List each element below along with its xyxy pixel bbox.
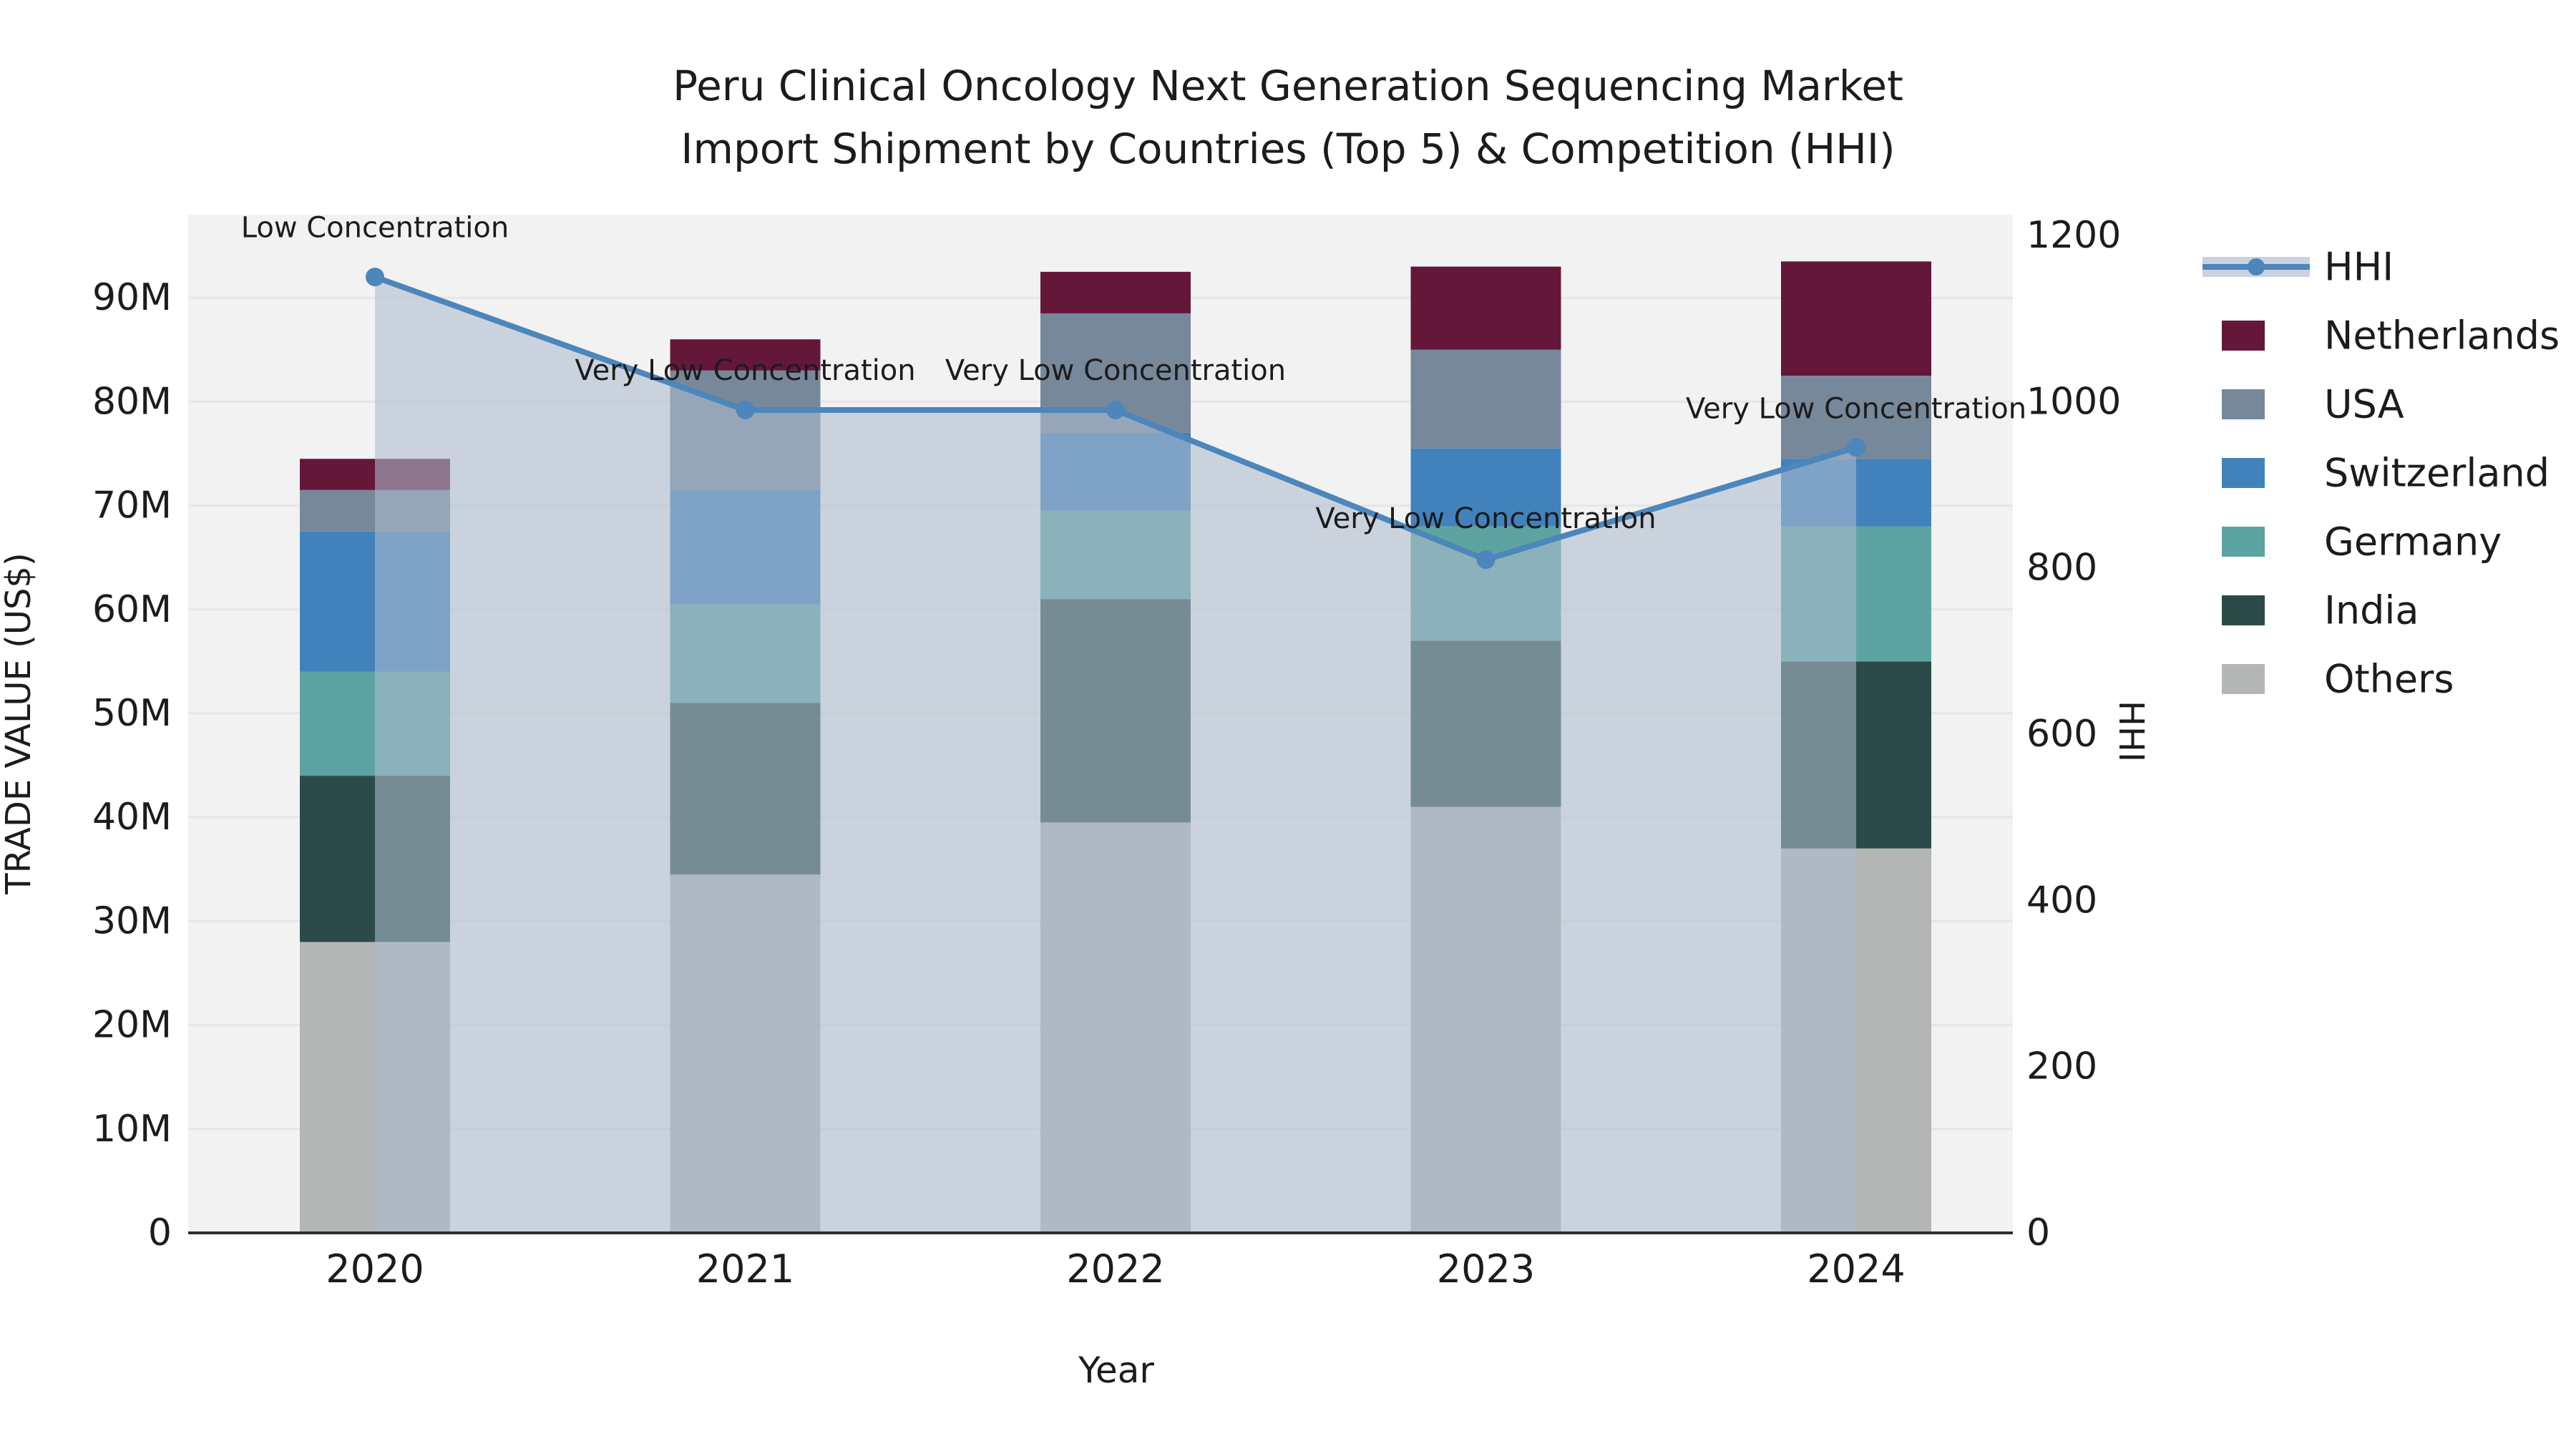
legend-swatch-others	[2222, 664, 2265, 694]
annotation-2024: Very Low Concentration	[1686, 393, 2026, 426]
bar-segment-switzerland-2023	[1410, 448, 1561, 527]
y-right-tick-label: 1000	[2026, 380, 2121, 423]
x-tick-label-2020: 2020	[326, 1246, 424, 1292]
bar-segment-netherlands-2023	[1410, 266, 1561, 350]
legend-label-others: Others	[2324, 657, 2454, 702]
legend-swatch-india	[2222, 595, 2265, 625]
x-tick-label-2024: 2024	[1807, 1246, 1905, 1292]
y-left-tick-label: 70M	[92, 484, 172, 527]
y-left-tick-label: 10M	[92, 1108, 172, 1151]
hhi-marker-2022	[1106, 400, 1125, 419]
legend-label-germany: Germany	[2324, 519, 2502, 565]
y-left-tick-label: 20M	[92, 1004, 172, 1047]
bar-segment-netherlands-2021	[670, 339, 821, 371]
annotation-2021: Very Low Concentration	[575, 354, 915, 387]
legend-label-usa: USA	[2324, 382, 2404, 427]
hhi-marker-2021	[736, 400, 755, 419]
y-left-axis-title: TRADE VALUE (US$)	[0, 552, 39, 894]
y-left-tick-label: 50M	[92, 692, 172, 735]
y-left-tick-label: 90M	[92, 276, 172, 319]
legend-label-hhi: HHI	[2324, 245, 2394, 290]
y-right-tick-label: 1200	[2026, 214, 2121, 257]
y-left-tick-label: 30M	[92, 899, 172, 942]
legend-hhi-marker-sample	[2248, 258, 2265, 275]
hhi-area-fill	[375, 277, 1856, 1233]
annotation-2022: Very Low Concentration	[945, 354, 1286, 387]
hhi-marker-2020	[366, 268, 384, 287]
legend-swatch-switzerland	[2222, 458, 2265, 488]
legend-swatch-usa	[2222, 389, 2265, 419]
y-right-axis-title: HHI	[2111, 701, 2151, 762]
y-right-tick-label: 400	[2026, 879, 2097, 922]
annotation-2023: Very Low Concentration	[1315, 502, 1656, 535]
y-left-tick-label: 0	[148, 1211, 172, 1254]
y-left-tick-label: 40M	[92, 796, 172, 839]
annotation-2020: Low Concentration	[241, 211, 509, 244]
y-left-tick-label: 60M	[92, 588, 172, 631]
y-right-tick-label: 600	[2026, 713, 2097, 756]
chart-title-line2: Import Shipment by Countries (Top 5) & C…	[680, 125, 1895, 173]
legend-label-india: India	[2324, 588, 2419, 633]
x-tick-label-2021: 2021	[696, 1246, 794, 1292]
legend-swatch-germany	[2222, 527, 2265, 557]
hhi-marker-2024	[1847, 438, 1865, 457]
y-right-tick-label: 200	[2026, 1045, 2097, 1088]
bar-segment-usa-2023	[1410, 349, 1561, 449]
y-right-tick-label: 0	[2026, 1211, 2050, 1254]
x-axis-title: Year	[1078, 1350, 1154, 1391]
x-tick-label-2023: 2023	[1437, 1246, 1535, 1292]
y-right-tick-label: 800	[2026, 547, 2097, 590]
hhi-marker-2023	[1476, 550, 1496, 570]
x-tick-label-2022: 2022	[1066, 1246, 1164, 1292]
y-left-tick-label: 80M	[92, 380, 172, 423]
legend-label-netherlands: Netherlands	[2324, 313, 2560, 358]
legend-label-switzerland: Switzerland	[2324, 451, 2550, 496]
legend-swatch-netherlands	[2222, 321, 2265, 351]
chart-title-line1: Peru Clinical Oncology Next Generation S…	[673, 62, 1903, 110]
bar-segment-netherlands-2022	[1040, 271, 1191, 313]
bar-segment-netherlands-2024	[1781, 261, 1931, 376]
